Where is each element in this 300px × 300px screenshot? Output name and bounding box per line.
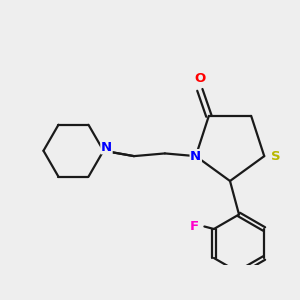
Text: N: N [101,141,112,154]
Text: S: S [271,150,281,163]
Text: F: F [189,220,198,233]
Text: O: O [194,72,206,85]
Text: N: N [190,150,201,163]
